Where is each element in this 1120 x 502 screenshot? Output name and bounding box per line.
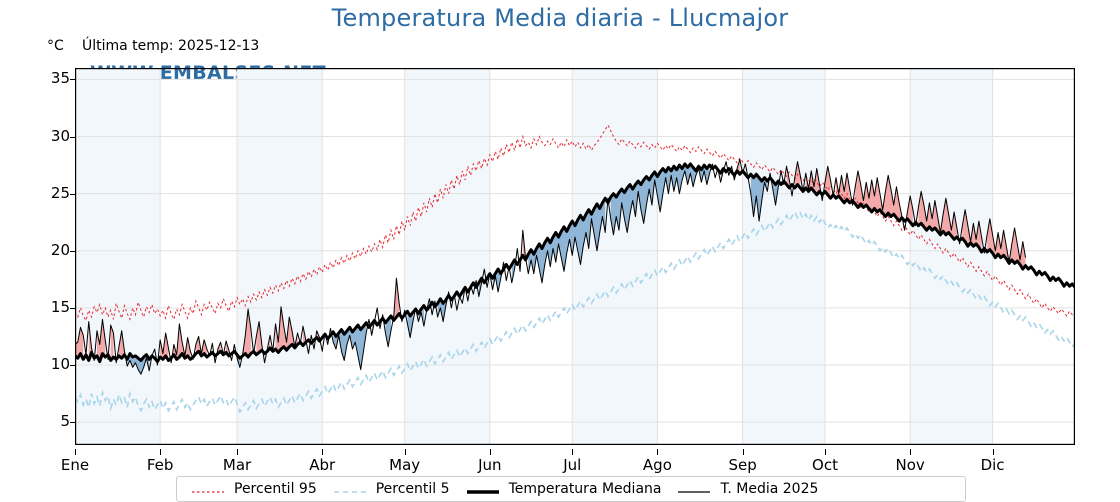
series-line-media-2025: [75, 158, 1027, 375]
x-tick-mark: [992, 449, 994, 455]
x-tick-mark: [75, 449, 76, 455]
line-dashed-icon: [333, 483, 367, 495]
fill-above-median: [855, 170, 902, 222]
fill-below-median: [750, 174, 768, 222]
fill-below-median: [333, 322, 367, 370]
fill-below-median: [772, 181, 779, 206]
legend-item-3[interactable]: Temperatura Mediana: [452, 477, 664, 501]
x-tick-mark: [404, 449, 406, 455]
fill-above-median: [118, 330, 125, 359]
x-tick-label-jun: Jun: [478, 456, 502, 474]
legend-item-2[interactable]: Percentil 5: [319, 477, 452, 501]
x-tick-label-abr: Abr: [309, 456, 336, 474]
y-tick-mark: [70, 365, 76, 366]
y-tick-mark: [70, 193, 76, 195]
month-band: [404, 68, 490, 445]
x-tick-mark: [657, 449, 659, 455]
fill-above-median: [242, 309, 251, 358]
fill-above-median: [75, 327, 84, 360]
fill-above-median: [110, 325, 114, 361]
line-thin-icon: [677, 483, 711, 495]
fill-above-median: [393, 278, 400, 321]
chart-legend: Percentil 95 Percentil 5 Temperatura Media…: [176, 476, 966, 502]
x-tick-mark: [237, 449, 239, 455]
x-tick-mark: [160, 449, 162, 455]
x-tick-mark: [572, 449, 574, 455]
x-tick-label-oct: Oct: [812, 456, 838, 474]
month-band: [572, 68, 658, 445]
x-tick-mark: [742, 449, 744, 455]
y-tick-mark: [70, 307, 76, 309]
x-tick-label-may: May: [389, 456, 421, 474]
x-tick-mark: [489, 449, 491, 455]
plot-frame: [75, 68, 1075, 445]
y-tick-label-30: 30: [50, 126, 70, 145]
fill-above-median: [275, 306, 298, 353]
x-tick-label-ago: Ago: [642, 456, 672, 474]
fill-below-median: [418, 305, 424, 327]
fill-above-median: [962, 209, 982, 252]
fill-above-median: [987, 218, 1026, 270]
x-tick-label-nov: Nov: [895, 456, 925, 474]
y-axis: 5 10 15 20 25 30 35: [25, 68, 76, 445]
page-title: Temperatura Media diaria - Llucmajor: [331, 4, 789, 32]
y-tick-mark: [70, 136, 76, 138]
last-temp-label: Última temp: 2025-12-13: [82, 38, 260, 54]
x-tick-mark: [322, 449, 324, 455]
y-tick-label-25: 25: [50, 183, 70, 202]
x-axis: Ene Feb Mar Abr May Jun Jul Ago Sep Oct Nov Dic: [61, 449, 1075, 475]
month-band: [237, 68, 323, 445]
y-tick-label-10: 10: [50, 355, 70, 374]
x-tick-mark: [825, 449, 826, 455]
line-thick-icon: [466, 483, 500, 495]
x-tick-label-ene: Ene: [60, 456, 90, 474]
y-tick-mark: [70, 250, 76, 252]
y-tick-label-20: 20: [50, 240, 70, 259]
series-line-percentil-5: [75, 210, 1075, 414]
month-band: [742, 68, 825, 445]
legend-item-4[interactable]: T. Media 2025: [663, 477, 820, 501]
x-tick-label-jul: Jul: [563, 456, 582, 474]
y-tick-mark: [70, 79, 76, 81]
y-tick-label-15: 15: [50, 297, 70, 316]
y-tick-label-5: 5: [60, 412, 70, 431]
month-band: [910, 68, 993, 445]
y-tick-mark: [70, 422, 76, 424]
legend-label: Percentil 5: [375, 481, 450, 497]
x-tick-label-feb: Feb: [146, 456, 174, 474]
x-tick-label-mar: Mar: [222, 456, 252, 474]
y-tick-label-35: 35: [50, 69, 70, 88]
plot-area: [75, 68, 1075, 445]
fill-above-median: [96, 319, 106, 362]
legend-label: T. Media 2025: [720, 481, 819, 497]
legend-label: Percentil 95: [234, 481, 317, 497]
x-tick-mark: [910, 449, 912, 455]
fill-below-median: [610, 163, 710, 235]
series-line-percentil-95: [75, 124, 1075, 322]
legend-item-1[interactable]: Percentil 95: [177, 477, 319, 501]
series-line-mediana: [75, 162, 1075, 364]
fill-below-median: [528, 198, 606, 283]
x-tick-label-sep: Sep: [728, 456, 757, 474]
y-axis-unit-label: °C: [47, 38, 64, 54]
temperature-chart: [75, 68, 1075, 445]
legend-label: Temperatura Mediana: [508, 481, 662, 497]
line-dotted-icon: [191, 483, 225, 495]
x-tick-label-dic: Dic: [980, 456, 1005, 474]
fill-below-median: [407, 311, 413, 338]
fill-above-median: [173, 323, 191, 360]
month-band: [75, 68, 161, 445]
